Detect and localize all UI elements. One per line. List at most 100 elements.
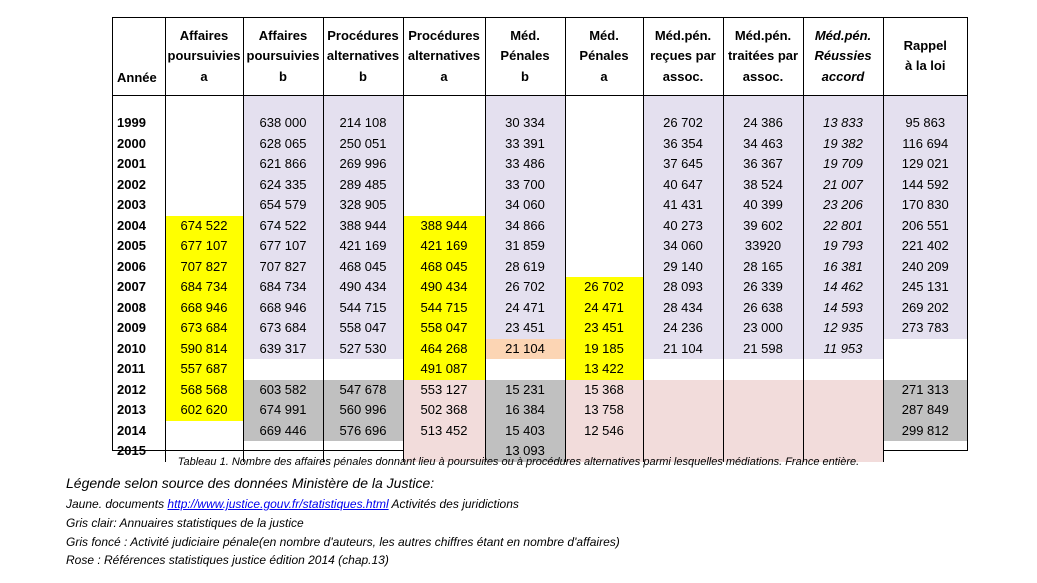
table-row: 2011 557 687 491 087 13 422 — [113, 359, 967, 380]
cell-affaires-poursuivies-b: 603 582 — [243, 379, 324, 400]
cell-affaires-poursuivies-b: 673 684 — [243, 318, 324, 339]
cell-med-pen-recues: 37 645 — [643, 154, 724, 175]
table-row: 2004 674 522 674 522 388 944 388 944 34 866 40… — [113, 215, 967, 236]
table-row: 2003 654 579 328 905 34 060 41 431 40 399 23 2… — [113, 195, 967, 216]
cell-rappel-a-la-loi: 206 551 — [883, 215, 967, 236]
cell-med-pen-recues: 21 104 — [643, 338, 724, 359]
cell-med-pen-reussies: 12 935 — [803, 318, 884, 339]
cell-med-pen-reussies: 11 953 — [803, 338, 884, 359]
cell-rappel-a-la-loi: 299 812 — [883, 420, 967, 441]
column-header-med-pen-recues: Méd.pén. reçues par assoc. — [643, 18, 724, 96]
cell-affaires-poursuivies-a: 707 827 — [165, 256, 244, 277]
cell-procedures-alternatives-b: 250 051 — [323, 133, 404, 154]
cell-procedures-alternatives-b — [323, 359, 404, 380]
spacer-cell — [803, 95, 884, 113]
cell-affaires-poursuivies-b: 677 107 — [243, 236, 324, 257]
cell-med-pen-recues: 36 354 — [643, 133, 724, 154]
cell-med-penales-a — [565, 174, 644, 195]
cell-med-pen-traitees — [723, 379, 804, 400]
column-header-rappel-a-la-loi: Rappel à la loi — [883, 18, 967, 96]
spacer-cell — [323, 95, 404, 113]
year-cell: 2004 — [113, 215, 166, 236]
cell-procedures-alternatives-b: 544 715 — [323, 297, 404, 318]
year-cell: 2011 — [113, 359, 166, 380]
cell-affaires-poursuivies-b: 668 946 — [243, 297, 324, 318]
cell-med-pen-reussies: 21 007 — [803, 174, 884, 195]
cell-affaires-poursuivies-b: 639 317 — [243, 338, 324, 359]
cell-affaires-poursuivies-b: 624 335 — [243, 174, 324, 195]
column-header-line: accord — [821, 68, 865, 84]
cell-med-pen-recues: 24 236 — [643, 318, 724, 339]
cell-med-pen-traitees: 26 339 — [723, 277, 804, 298]
spacer-row — [113, 95, 967, 113]
year-cell: 2007 — [113, 277, 166, 298]
cell-med-penales-a: 13 422 — [565, 359, 644, 380]
column-header-line: Réussies — [814, 48, 872, 63]
spacer-cell — [485, 95, 566, 113]
cell-med-penales-a — [565, 236, 644, 257]
justice-statistics-link[interactable]: http://www.justice.gouv.fr/statistiques.… — [167, 497, 389, 511]
column-header-line: a — [200, 68, 208, 84]
cell-med-penales-b: 26 702 — [485, 277, 566, 298]
column-header-procedures-alternatives-b: Procédures alternatives b — [323, 18, 404, 96]
cell-med-penales-b: 15 403 — [485, 420, 566, 441]
year-cell: 2015 — [113, 441, 166, 462]
cell-med-penales-b — [485, 359, 566, 380]
column-header-line: Affaires — [258, 27, 308, 43]
column-header-med-pen-traitees: Méd.pén. traitées par assoc. — [723, 18, 804, 96]
column-header-annee: Année — [113, 18, 166, 96]
cell-affaires-poursuivies-b: 707 827 — [243, 256, 324, 277]
cell-med-pen-recues — [643, 441, 724, 462]
table-row: 2002 624 335 289 485 33 700 40 647 38 524 21 0… — [113, 174, 967, 195]
spacer-cell — [643, 95, 724, 113]
year-cell: 2014 — [113, 420, 166, 441]
cell-med-pen-traitees — [723, 400, 804, 421]
cell-med-pen-reussies: 22 801 — [803, 215, 884, 236]
cell-affaires-poursuivies-a — [165, 154, 244, 175]
cell-med-penales-b: 33 700 — [485, 174, 566, 195]
cell-med-penales-b: 16 384 — [485, 400, 566, 421]
cell-med-pen-traitees: 40 399 — [723, 195, 804, 216]
cell-affaires-poursuivies-a — [165, 113, 244, 134]
column-header-line: poursuivies — [167, 48, 241, 63]
cell-procedures-alternatives-b: 560 996 — [323, 400, 404, 421]
cell-med-pen-traitees: 34 463 — [723, 133, 804, 154]
cell-med-pen-recues: 40 273 — [643, 215, 724, 236]
year-cell: 2001 — [113, 154, 166, 175]
cell-med-pen-traitees: 21 598 — [723, 338, 804, 359]
cell-med-pen-reussies: 23 206 — [803, 195, 884, 216]
cell-med-pen-traitees: 28 165 — [723, 256, 804, 277]
cell-procedures-alternatives-a: 490 434 — [403, 277, 486, 298]
column-header-line: alternatives — [326, 48, 400, 63]
cell-med-pen-traitees: 39 602 — [723, 215, 804, 236]
cell-rappel-a-la-loi: 129 021 — [883, 154, 967, 175]
cell-med-pen-reussies: 19 382 — [803, 133, 884, 154]
cell-med-penales-b: 28 619 — [485, 256, 566, 277]
column-header-line: Rappel — [903, 37, 947, 53]
legend-dark-gray: Gris foncé : Activité judiciaire pénale(… — [66, 535, 620, 549]
cell-med-penales-b: 34 060 — [485, 195, 566, 216]
cell-med-pen-traitees: 24 386 — [723, 113, 804, 134]
spacer-cell — [565, 95, 644, 113]
column-header-line: Méd.pén. — [814, 27, 872, 43]
table-row: 1999 638 000 214 108 30 334 26 702 24 386 13 8… — [113, 113, 967, 134]
year-cell: 1999 — [113, 113, 166, 134]
spacer-cell — [403, 95, 486, 113]
column-header-line: Affaires — [179, 27, 229, 43]
cell-procedures-alternatives-b — [323, 441, 404, 462]
cell-med-pen-traitees: 38 524 — [723, 174, 804, 195]
cell-med-pen-traitees — [723, 359, 804, 380]
cell-affaires-poursuivies-a: 677 107 — [165, 236, 244, 257]
cell-med-penales-a: 19 185 — [565, 338, 644, 359]
cell-med-penales-a — [565, 195, 644, 216]
cell-med-penales-a: 13 758 — [565, 400, 644, 421]
cell-affaires-poursuivies-a: 557 687 — [165, 359, 244, 380]
cell-procedures-alternatives-a — [403, 133, 486, 154]
cell-procedures-alternatives-b: 558 047 — [323, 318, 404, 339]
header-row: Année Affaires poursuivies a Affaires pours… — [113, 18, 967, 96]
legend-yellow: Jaune. documents http://www.justice.gouv… — [66, 497, 519, 511]
cell-med-penales-b: 33 486 — [485, 154, 566, 175]
column-header-line: reçues par — [650, 48, 716, 63]
cell-med-pen-recues: 29 140 — [643, 256, 724, 277]
cell-med-penales-b: 33 391 — [485, 133, 566, 154]
